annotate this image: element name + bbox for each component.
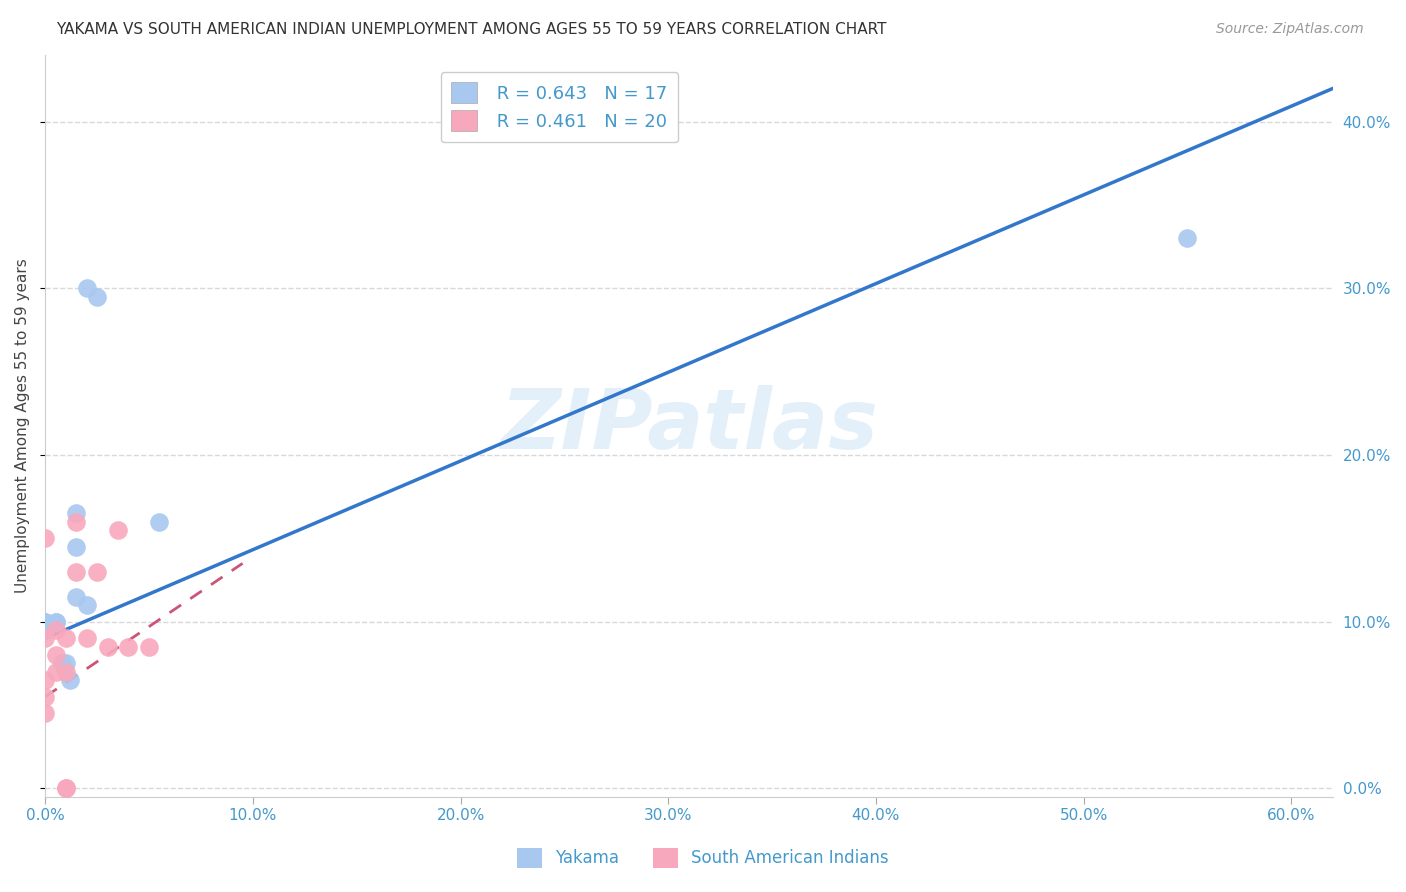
Point bbox=[65, 565, 87, 579]
Point bbox=[148, 515, 170, 529]
Point bbox=[55, 665, 77, 679]
Point bbox=[76, 281, 98, 295]
Point bbox=[55, 781, 77, 796]
Point bbox=[45, 623, 67, 637]
Point bbox=[45, 648, 67, 662]
Point bbox=[76, 632, 98, 646]
Point bbox=[34, 615, 56, 629]
Point bbox=[65, 590, 87, 604]
Point bbox=[107, 523, 129, 537]
Text: YAKAMA VS SOUTH AMERICAN INDIAN UNEMPLOYMENT AMONG AGES 55 TO 59 YEARS CORRELATI: YAKAMA VS SOUTH AMERICAN INDIAN UNEMPLOY… bbox=[56, 22, 887, 37]
Point bbox=[86, 565, 108, 579]
Point bbox=[45, 665, 67, 679]
Point bbox=[55, 781, 77, 796]
Point bbox=[86, 290, 108, 304]
Point bbox=[34, 673, 56, 687]
Point bbox=[65, 515, 87, 529]
Legend:  R = 0.643   N = 17,  R = 0.461   N = 20: R = 0.643 N = 17, R = 0.461 N = 20 bbox=[440, 71, 678, 142]
Legend: Yakama, South American Indians: Yakama, South American Indians bbox=[510, 841, 896, 875]
Point bbox=[34, 623, 56, 637]
Point bbox=[34, 690, 56, 704]
Point bbox=[34, 632, 56, 646]
Point bbox=[51, 657, 73, 671]
Point bbox=[117, 640, 139, 654]
Point bbox=[138, 640, 160, 654]
Point bbox=[34, 615, 56, 629]
Point bbox=[65, 507, 87, 521]
Point bbox=[55, 657, 77, 671]
Point bbox=[45, 615, 67, 629]
Point bbox=[34, 623, 56, 637]
Text: Source: ZipAtlas.com: Source: ZipAtlas.com bbox=[1216, 22, 1364, 37]
Point bbox=[1177, 231, 1199, 245]
Point bbox=[97, 640, 120, 654]
Point bbox=[76, 598, 98, 612]
Point bbox=[45, 615, 67, 629]
Point bbox=[55, 632, 77, 646]
Point bbox=[34, 706, 56, 721]
Y-axis label: Unemployment Among Ages 55 to 59 years: Unemployment Among Ages 55 to 59 years bbox=[15, 259, 30, 593]
Point bbox=[65, 540, 87, 554]
Point bbox=[34, 532, 56, 546]
Point bbox=[59, 673, 82, 687]
Text: ZIPatlas: ZIPatlas bbox=[501, 385, 877, 467]
